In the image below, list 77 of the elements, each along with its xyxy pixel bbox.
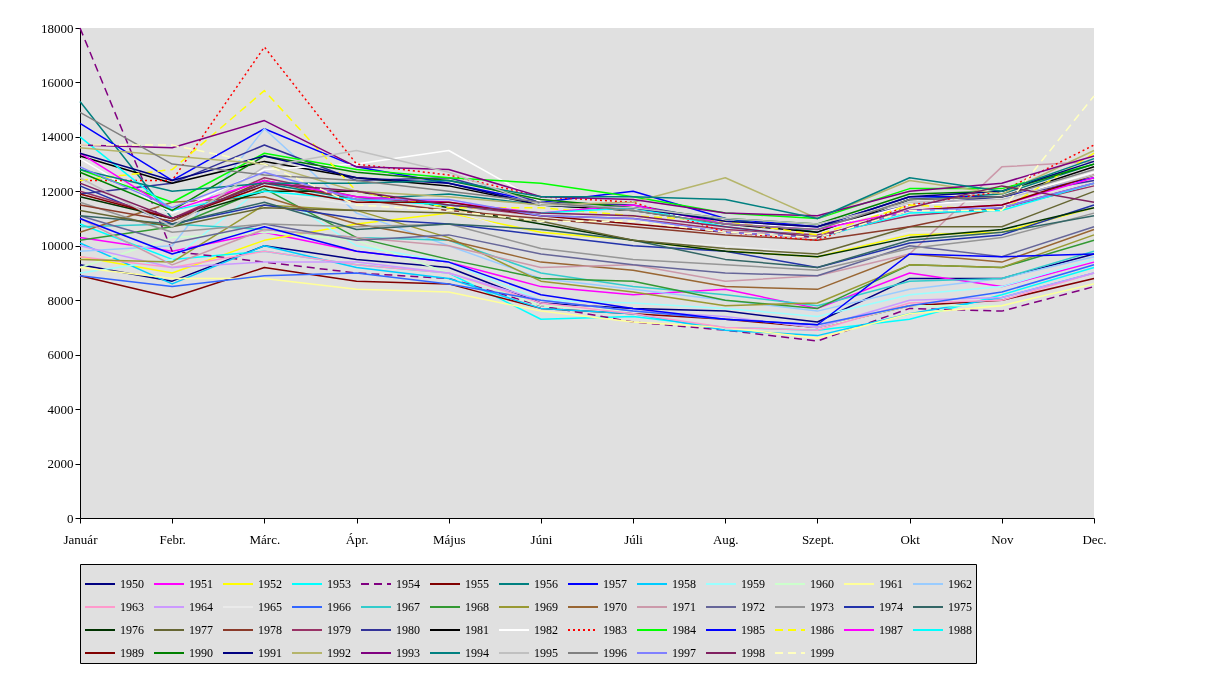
legend-label: 1958 (672, 577, 696, 591)
x-tick-label: Júni (530, 531, 553, 547)
legend-label: 1957 (603, 577, 627, 591)
legend-label: 1982 (534, 623, 558, 637)
legend-label: 1975 (948, 600, 972, 614)
legend-label: 1995 (534, 646, 558, 660)
legend-label: 1987 (879, 623, 903, 637)
y-tick-label: 18000 (41, 20, 74, 36)
y-tick-label: 0 (67, 510, 74, 526)
line-series (79, 127, 1095, 312)
legend-label: 1992 (327, 646, 351, 660)
legend-label: 1999 (810, 646, 834, 660)
legend-label: 1956 (534, 577, 558, 591)
legend-label: 1998 (741, 646, 765, 660)
x-tick-label: Május (432, 531, 466, 547)
legend-label: 1994 (465, 646, 489, 660)
legend-label: 1989 (120, 646, 144, 660)
legend-label: 1997 (672, 646, 696, 660)
x-tick-label: Ápr. (345, 531, 369, 547)
legend-label: 1967 (396, 600, 420, 614)
legend-label: 1980 (396, 623, 420, 637)
legend-label: 1971 (672, 600, 696, 614)
x-tick-label: Dec. (1082, 531, 1107, 547)
legend-label: 1963 (120, 600, 144, 614)
x-tick-label: Nov (991, 531, 1015, 547)
legend-label: 1978 (258, 623, 282, 637)
x-tick-label: Júli (624, 531, 644, 547)
x-tick-label: Márc. (249, 531, 281, 547)
legend-label: 1979 (327, 623, 351, 637)
legend-label: 1974 (879, 600, 903, 614)
legend-label: 1993 (396, 646, 420, 660)
legend-label: 1969 (534, 600, 558, 614)
x-tick-label: Aug. (712, 531, 739, 547)
legend-label: 1986 (810, 623, 834, 637)
legend-label: 1950 (120, 577, 144, 591)
y-tick-label: 14000 (41, 129, 74, 145)
line-series (79, 27, 1095, 342)
x-tick-label: Okt (900, 531, 921, 547)
legend-label: 1960 (810, 577, 834, 591)
legend-label: 1955 (465, 577, 489, 591)
x-tick-label: Január (63, 531, 99, 547)
legend-label: 1990 (189, 646, 213, 660)
y-tick-label: 4000 (47, 401, 74, 417)
line-series (79, 204, 1095, 307)
legend-label: 1988 (948, 623, 972, 637)
legend-label: 1972 (741, 600, 765, 614)
legend-label: 1951 (189, 577, 213, 591)
legend-label: 1966 (327, 600, 351, 614)
y-tick-label: 2000 (47, 456, 74, 472)
legend-label: 1965 (258, 600, 282, 614)
legend-label: 1964 (189, 600, 213, 614)
legend-label: 1970 (603, 600, 627, 614)
y-tick-label: 6000 (47, 347, 74, 363)
legend-label: 1976 (120, 623, 144, 637)
y-tick-label: 10000 (41, 238, 74, 254)
y-tick-label: 8000 (47, 292, 74, 308)
legend-label: 1959 (741, 577, 765, 591)
legend-label: 1977 (189, 623, 213, 637)
x-tick-label: Szept. (801, 531, 835, 547)
legend-label: 1985 (741, 623, 765, 637)
legend-label: 1961 (879, 577, 903, 591)
x-tick-label: Febr. (159, 531, 186, 547)
legend-label: 1991 (258, 646, 282, 660)
legend-label: 1954 (396, 577, 420, 591)
legend-label: 1996 (603, 646, 627, 660)
legend-label: 1953 (327, 577, 351, 591)
y-tick-label: 16000 (41, 74, 74, 90)
legend-label: 1981 (465, 623, 489, 637)
legend-label: 1984 (672, 623, 696, 637)
legend-label: 1973 (810, 600, 834, 614)
legend-label: 1968 (465, 600, 489, 614)
legend-label: 1962 (948, 577, 972, 591)
line-series (79, 185, 1095, 269)
legend-label: 1983 (603, 623, 627, 637)
line-series (79, 196, 1095, 291)
y-tick-label: 12000 (41, 183, 74, 199)
legend-label: 1952 (258, 577, 282, 591)
